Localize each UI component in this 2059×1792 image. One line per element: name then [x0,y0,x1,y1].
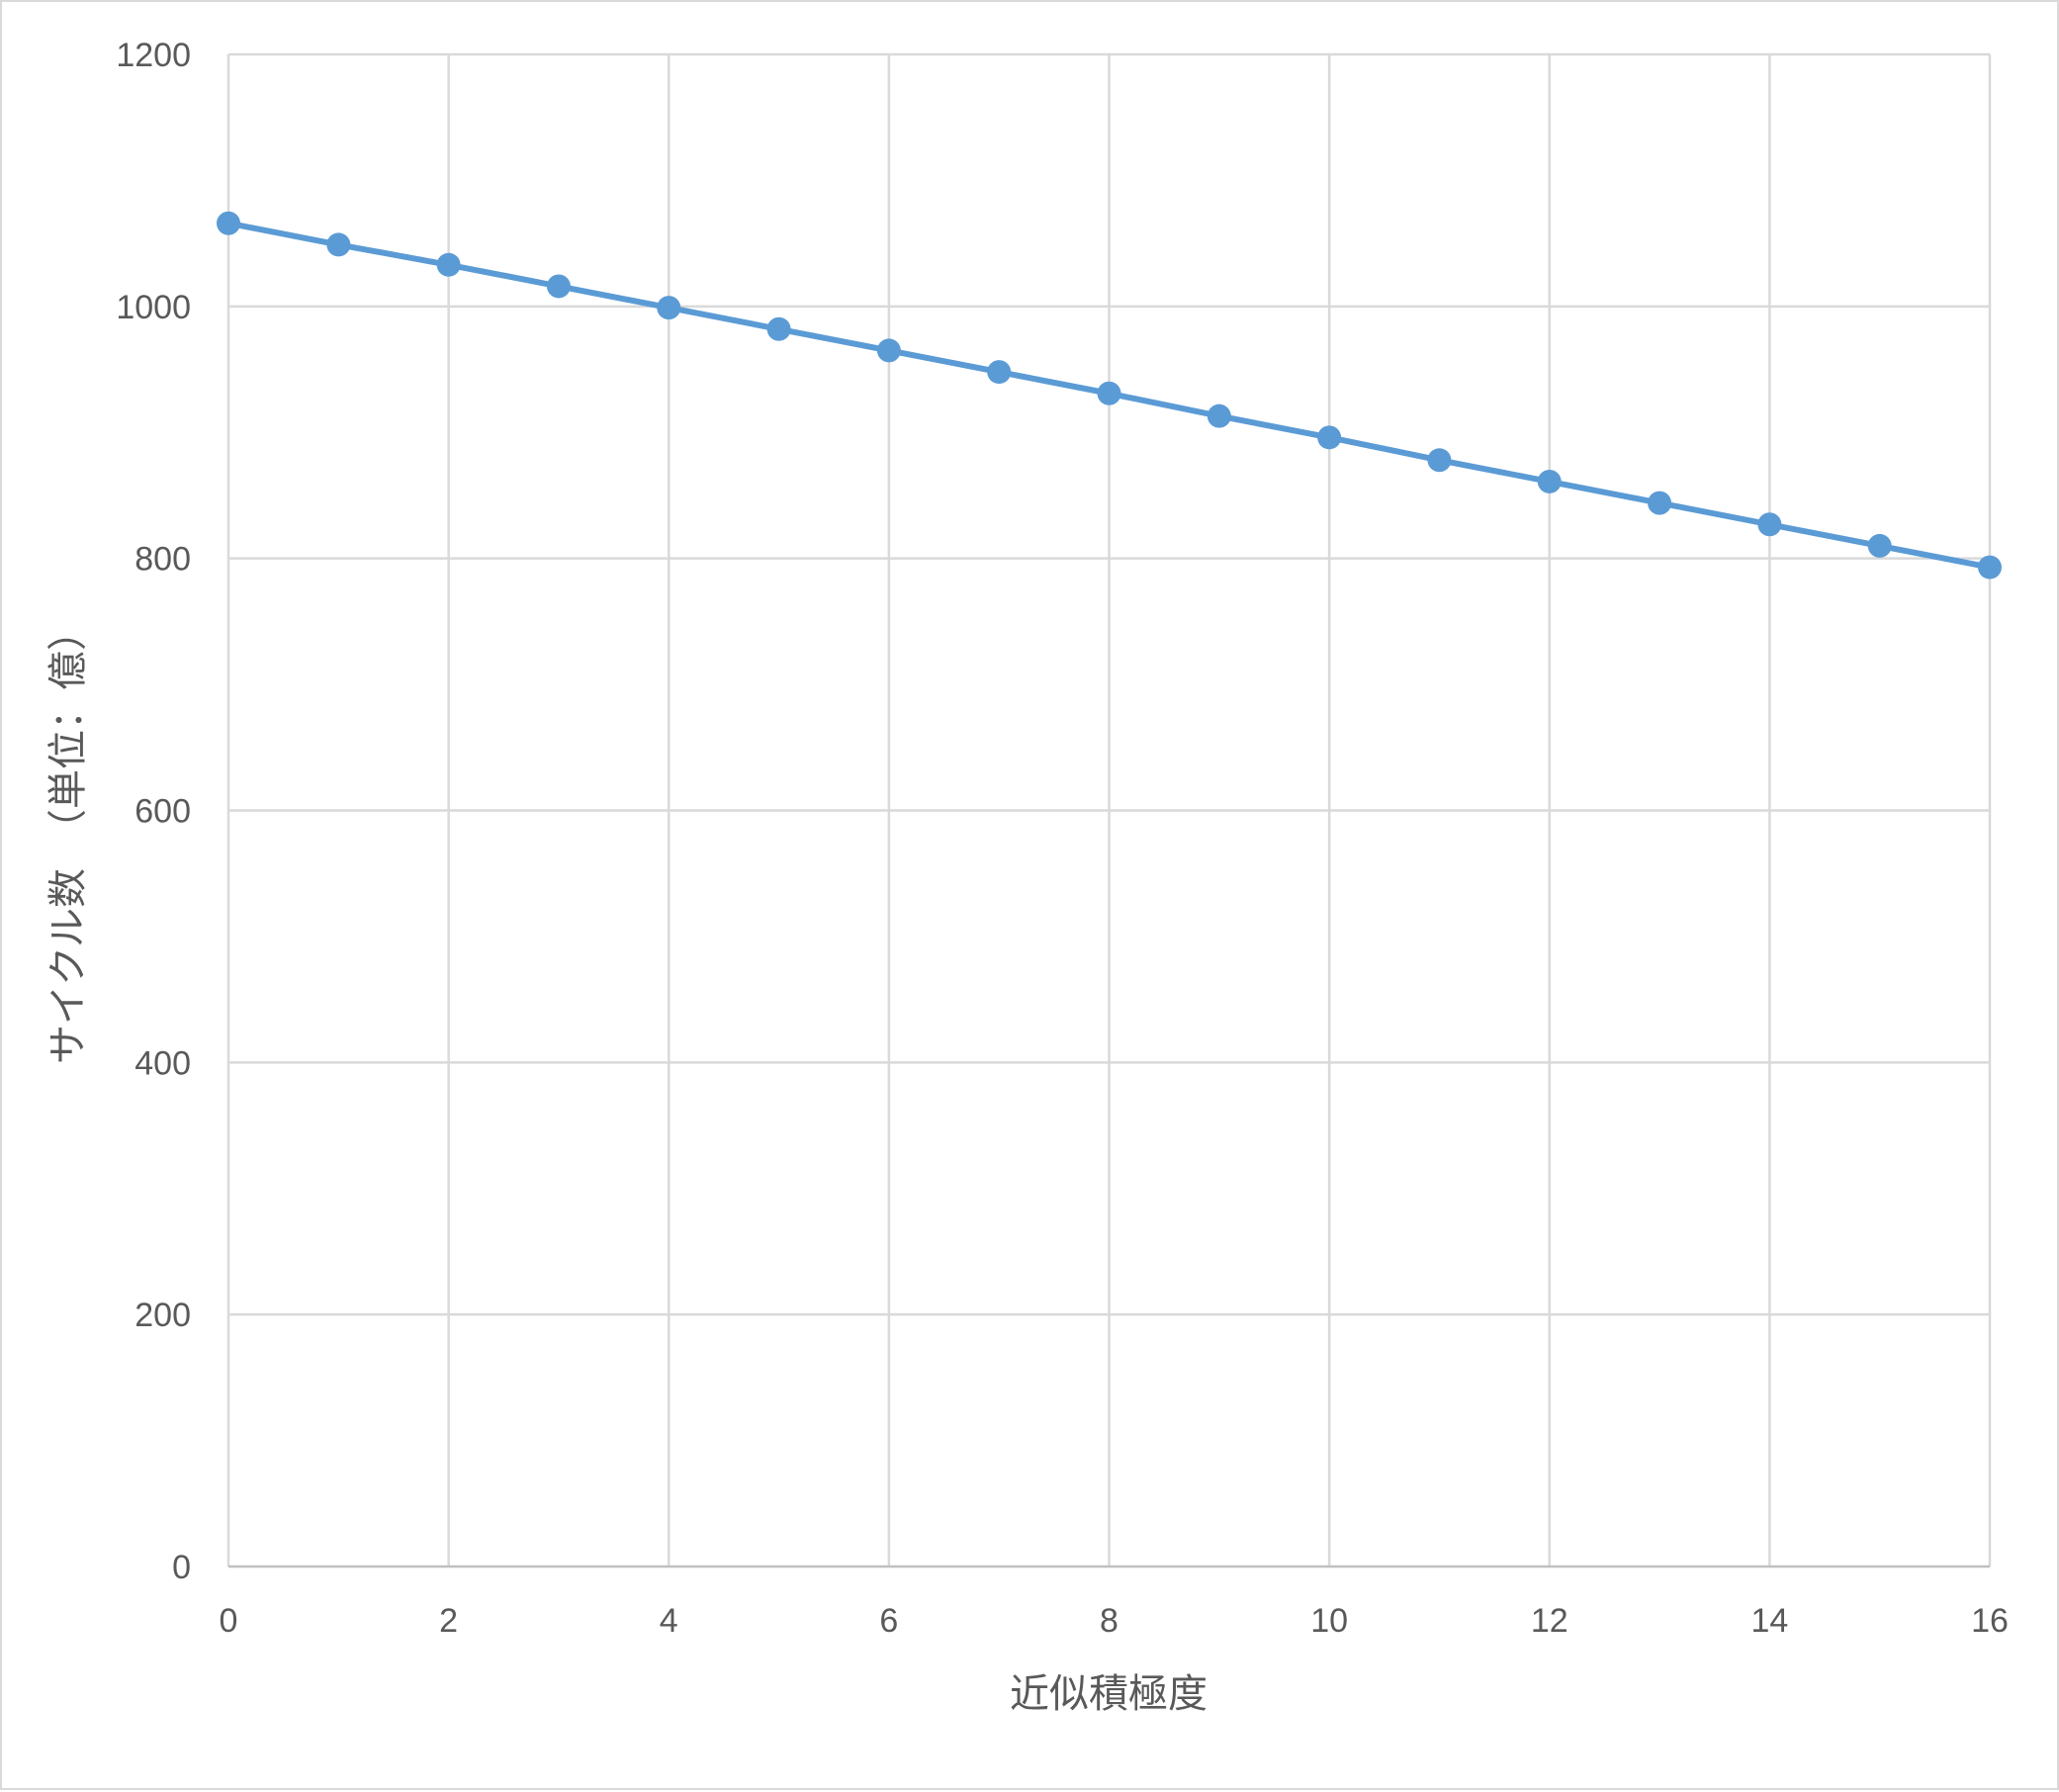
data-point-marker [1978,555,2002,580]
data-point-marker [987,360,1012,385]
x-tick-label: 12 [1531,1602,1568,1640]
data-point-marker [546,274,571,299]
y-tick-label: 800 [134,541,191,579]
data-point-marker [1537,469,1562,493]
data-point-marker [1097,381,1121,405]
x-tick-label: 14 [1750,1602,1788,1640]
x-tick-label: 2 [439,1602,458,1640]
y-tick-label: 1000 [116,289,191,326]
y-tick-label: 0 [172,1549,191,1586]
x-axis-title: 近似積極度 [1010,1671,1208,1717]
data-point-marker [1648,491,1672,515]
data-point-marker [1867,533,1892,558]
gridlines [226,52,1992,1567]
data-point-marker [217,211,240,235]
y-tick-label: 400 [134,1044,191,1082]
y-tick-label: 600 [134,793,191,831]
x-tick-label: 4 [660,1602,678,1640]
x-tick-label: 6 [879,1602,898,1640]
series [217,211,2002,580]
data-point-marker [436,252,461,277]
y-tick-label: 1200 [116,37,191,74]
data-point-marker [766,316,791,341]
data-point-marker [876,338,901,363]
data-point-marker [1317,425,1342,450]
data-point-marker [326,232,351,257]
data-point-marker [657,296,681,320]
y-axis-title: サイクル数 （単位：億） [45,611,91,1064]
tick-labels: 0 200 400 600 800 1000 1200 0 2 4 6 8 10 12 14 16 [116,37,2009,1640]
x-tick-label: 0 [220,1602,238,1640]
x-tick-label: 10 [1310,1602,1348,1640]
data-point-marker [1427,448,1452,473]
data-point-marker [1757,512,1782,537]
x-tick-label: 8 [1100,1602,1119,1640]
data-point-marker [1207,403,1231,428]
x-tick-label: 16 [1971,1602,2009,1640]
y-tick-label: 200 [134,1297,191,1334]
